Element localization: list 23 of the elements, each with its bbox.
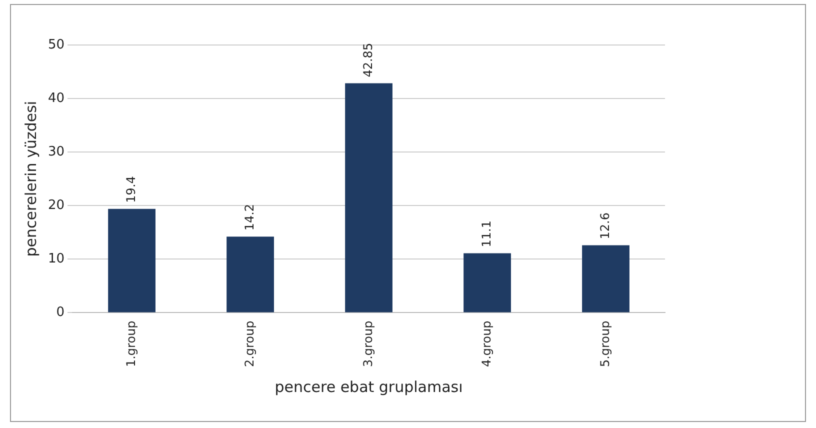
x-tick-label: 1.group — [124, 320, 138, 368]
bar — [464, 253, 511, 312]
x-tick-label: 5.group — [598, 320, 612, 368]
y-tick-label: 10 — [48, 252, 65, 267]
data-label: 42.85 — [360, 42, 375, 78]
bar — [582, 245, 630, 312]
x-axis-title: pencere ebat gruplaması — [274, 378, 463, 396]
y-tick-label: 0 — [56, 305, 65, 320]
y-tick-label: 20 — [48, 198, 65, 213]
x-tick-label: 3.group — [360, 320, 375, 368]
data-label: 12.6 — [598, 212, 612, 240]
bar — [108, 208, 156, 312]
bar — [345, 83, 392, 312]
data-label: 14.2 — [242, 204, 256, 231]
bar — [226, 236, 274, 312]
y-tick-label: 40 — [48, 90, 65, 106]
data-label: 19.4 — [124, 176, 138, 203]
y-tick-label: 50 — [48, 37, 65, 52]
x-tick-label: 4.group — [479, 320, 494, 368]
y-axis-title: pencerelerin yüzdesi — [22, 100, 40, 257]
data-label: 11.1 — [479, 220, 494, 248]
x-tick-label: 2.group — [242, 320, 256, 368]
y-tick-label: 30 — [48, 144, 65, 160]
